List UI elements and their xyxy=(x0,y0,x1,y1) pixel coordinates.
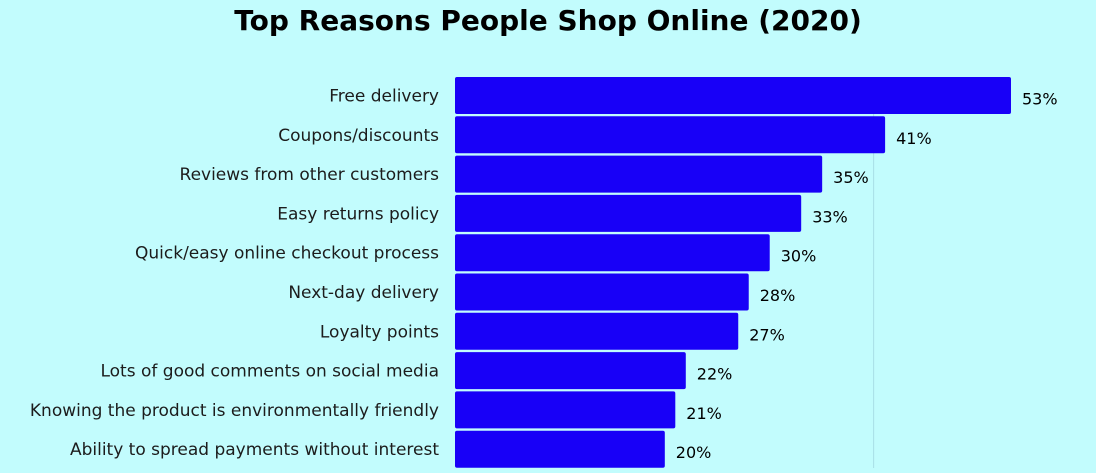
bar-knowing-the-product-is-environmentally-friendly xyxy=(455,391,676,429)
value-label-knowing-the-product-is-environmentally-friendly: 21% xyxy=(686,404,722,423)
bar-reviews-from-other-customers xyxy=(455,155,823,193)
value-label-next-day-delivery: 28% xyxy=(760,286,796,305)
bar-next-day-delivery xyxy=(455,273,749,311)
category-label-next-day-delivery: Next-day delivery xyxy=(288,283,439,303)
category-label-ability-to-spread-payments-without-interest: Ability to spread payments without inter… xyxy=(70,440,439,460)
bar-quick-easy-online-checkout-process xyxy=(455,234,770,272)
category-label-loyalty-points: Loyalty points xyxy=(320,322,439,342)
bar-lots-of-good-comments-on-social-media xyxy=(455,352,686,390)
value-label-easy-returns-policy: 33% xyxy=(812,207,848,226)
value-label-lots-of-good-comments-on-social-media: 22% xyxy=(697,365,733,384)
bar-free-delivery xyxy=(455,77,1011,114)
category-label-quick-easy-online-checkout-process: Quick/easy online checkout process xyxy=(135,244,439,264)
value-label-reviews-from-other-customers: 35% xyxy=(833,168,869,187)
category-label-coupons-discounts: Coupons/discounts xyxy=(278,126,439,146)
bars xyxy=(455,77,1011,468)
bar-easy-returns-policy xyxy=(455,194,802,232)
bar-ability-to-spread-payments-without-interest xyxy=(455,430,665,468)
category-label-reviews-from-other-customers: Reviews from other customers xyxy=(180,165,440,185)
value-label-loyalty-points: 27% xyxy=(749,325,785,344)
bar-coupons-discounts xyxy=(455,116,886,154)
value-label-free-delivery: 53% xyxy=(1022,90,1058,109)
category-label-easy-returns-policy: Easy returns policy xyxy=(277,204,439,224)
chart-title: Top Reasons People Shop Online (2020) xyxy=(234,4,862,37)
category-label-lots-of-good-comments-on-social-media: Lots of good comments on social media xyxy=(100,362,439,382)
category-labels: Free delivery Coupons/discounts Reviews fr… xyxy=(30,87,439,461)
category-label-free-delivery: Free delivery xyxy=(329,87,439,107)
value-label-quick-easy-online-checkout-process: 30% xyxy=(781,247,817,266)
value-labels: 53% 41% 35% 33% 30% 28% 27% 22% 21% 20% xyxy=(676,90,1058,463)
bar-loyalty-points xyxy=(455,312,739,350)
value-label-coupons-discounts: 41% xyxy=(896,129,932,148)
value-label-ability-to-spread-payments-without-interest: 20% xyxy=(676,443,712,462)
category-label-knowing-the-product-is-environmentally-friendly: Knowing the product is environmentally f… xyxy=(30,401,439,421)
